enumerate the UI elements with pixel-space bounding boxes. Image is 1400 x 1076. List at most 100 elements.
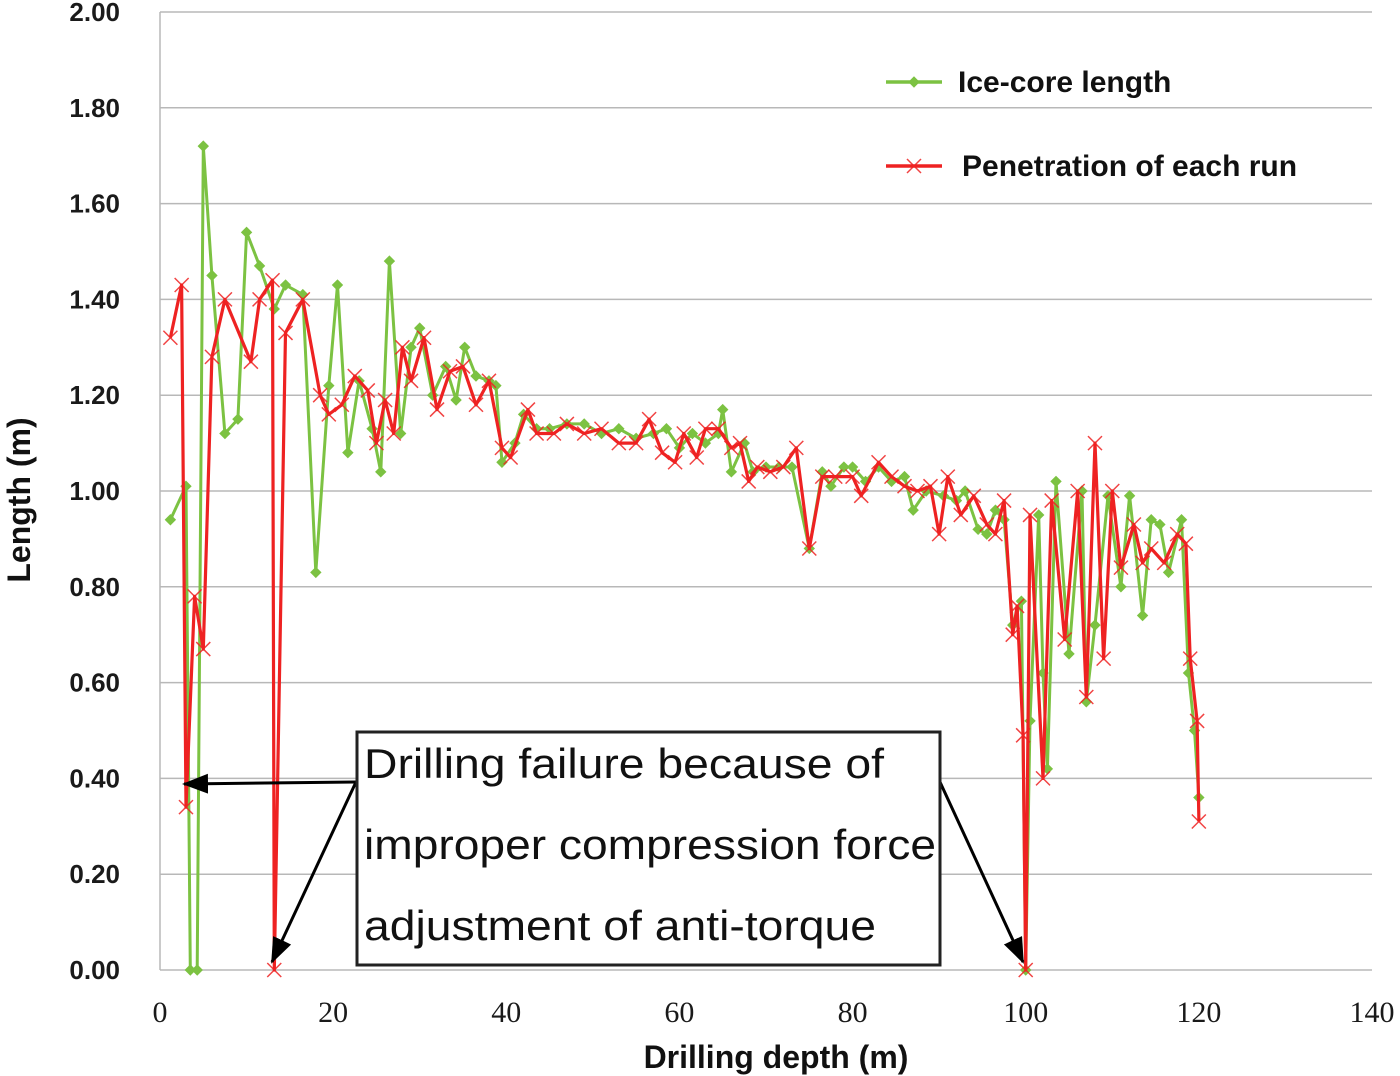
legend: Ice-core length Penetration of each run [886, 66, 1297, 183]
x-tick-labels: 0 20 40 60 80 100 120 140 [153, 996, 1395, 1029]
y-tick-label: 0.40 [69, 763, 120, 793]
data-point [470, 370, 482, 382]
data-point [1154, 518, 1166, 531]
data-point [578, 418, 590, 430]
legend-label: Ice-core length [958, 66, 1171, 99]
y-tick-label: 0.20 [69, 859, 120, 889]
x-tick-label: 80 [838, 996, 868, 1029]
data-point [394, 339, 410, 355]
data-point [468, 397, 484, 413]
data-point [786, 461, 798, 473]
data-point [416, 330, 432, 346]
data-point [414, 322, 426, 334]
data-point [717, 403, 729, 416]
data-point [732, 435, 748, 451]
data-point [996, 493, 1012, 509]
data-point [1156, 555, 1172, 571]
x-tick-label: 20 [318, 996, 348, 1029]
data-point [375, 466, 387, 478]
data-point [403, 373, 419, 389]
data-point [331, 279, 344, 291]
x-axis-label: Drilling depth (m) [644, 1039, 909, 1075]
y-tick-label: 0.60 [69, 668, 120, 698]
data-point [503, 449, 519, 466]
data-point [394, 427, 407, 440]
data-point [450, 394, 462, 406]
x-tick-label: 0 [153, 996, 168, 1029]
data-point [676, 425, 692, 442]
data-point [775, 459, 791, 475]
annotation: Drilling failure because of improper comp… [182, 730, 1025, 967]
data-point [386, 425, 402, 442]
annotation-box [355, 730, 942, 967]
data-point [360, 382, 376, 398]
data-point [801, 540, 817, 557]
data-point [206, 269, 218, 282]
data-point [827, 469, 843, 485]
data-point [686, 427, 699, 440]
data-point [1022, 507, 1038, 523]
data-point [883, 469, 900, 485]
data-point [187, 588, 203, 604]
data-point [1143, 540, 1159, 557]
y-tick-labels: 0.00 0.20 0.40 0.60 0.80 1.00 1.20 1.40 1.60 1.80… [69, 0, 120, 985]
data-point [1126, 516, 1142, 533]
x-tick-label: 140 [1350, 996, 1395, 1029]
data-point [723, 440, 739, 456]
data-point [321, 406, 337, 422]
data-point [377, 392, 393, 408]
data-point [162, 330, 178, 346]
legend-label: Penetration of each run [962, 150, 1297, 183]
data-point [455, 358, 471, 374]
data-point [1191, 813, 1207, 830]
data-point [1175, 514, 1188, 526]
data-point [1135, 555, 1151, 571]
data-point [906, 158, 922, 174]
data-point [191, 964, 203, 976]
annotation-line: improper compression force [364, 821, 936, 868]
data-point [347, 368, 363, 384]
data-point [1123, 490, 1136, 502]
y-tick-label: 1.80 [69, 93, 120, 123]
data-point [762, 464, 778, 480]
data-point [1035, 770, 1051, 786]
data-point [277, 325, 294, 341]
data-point [1178, 536, 1194, 552]
data-point [987, 526, 1003, 542]
data-point [232, 413, 244, 425]
annotation-line: Drilling failure because of [364, 740, 884, 787]
y-tick-label: 0.00 [69, 955, 120, 985]
data-point [898, 470, 911, 483]
y-tick-label: 1.60 [69, 189, 120, 219]
data-point [334, 397, 350, 413]
data-point [1096, 651, 1112, 667]
data-point [323, 379, 335, 392]
x-tick-label: 100 [1003, 996, 1048, 1029]
data-point [243, 354, 259, 370]
data-point [641, 411, 657, 427]
data-point [922, 478, 939, 494]
data-point [814, 469, 830, 485]
data-point [520, 402, 536, 418]
annotation-arrow [182, 773, 357, 794]
x-tick-label: 40 [491, 996, 521, 1029]
data-point [204, 349, 220, 365]
data-point [481, 373, 497, 389]
data-point [749, 459, 765, 475]
annotation-arrow [938, 781, 1025, 964]
data-series [162, 140, 1207, 978]
data-point [953, 507, 969, 523]
y-tick-label: 1.40 [69, 284, 120, 314]
data-point [613, 423, 625, 435]
data-point [459, 341, 471, 354]
data-point [1044, 493, 1060, 509]
data-point [174, 277, 190, 293]
data-point [667, 454, 683, 470]
data-point [741, 473, 757, 489]
data-point [576, 425, 592, 442]
data-point [1089, 619, 1101, 631]
data-point [1162, 566, 1175, 579]
data-point [164, 514, 177, 526]
data-point [383, 255, 396, 267]
data-point [689, 449, 705, 466]
